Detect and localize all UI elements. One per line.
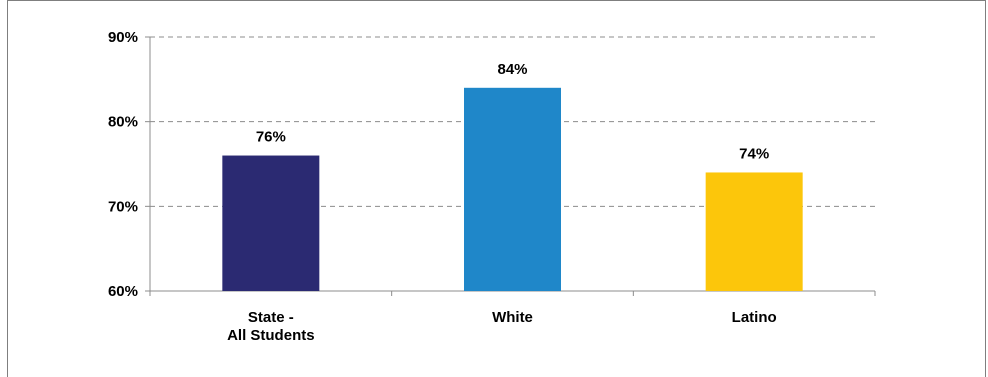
- bar: [705, 172, 803, 291]
- x-tick-label: State -: [248, 309, 294, 326]
- data-labels: 76% 84% 74%: [256, 61, 769, 163]
- x-tick-labels: State -All Students White Latino: [227, 309, 777, 344]
- y-tick-label: 80%: [108, 114, 138, 131]
- x-tick-label: All Students: [227, 327, 315, 344]
- bar: [222, 155, 320, 291]
- y-tick-label: 60%: [108, 283, 138, 300]
- bar: [464, 87, 561, 291]
- bars: [222, 87, 803, 291]
- chart-frame: [7, 0, 986, 377]
- y-tick-label: 70%: [108, 198, 138, 215]
- x-tick-label: Latino: [732, 309, 777, 326]
- y-tick-label: 90%: [108, 29, 138, 46]
- data-label: 74%: [739, 145, 769, 162]
- y-tick-labels: 60% 70% 80% 90%: [108, 29, 138, 300]
- x-tick-label: White: [492, 309, 533, 326]
- data-label: 76%: [256, 129, 286, 146]
- data-label: 84%: [497, 61, 527, 78]
